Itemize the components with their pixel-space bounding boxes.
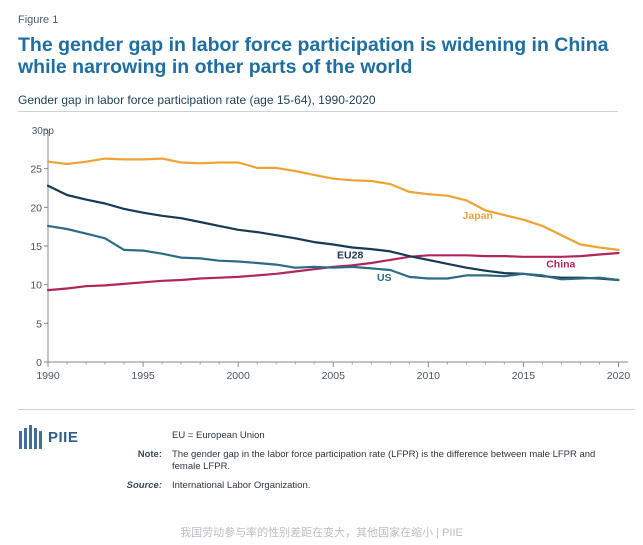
note-label: Note: <box>137 449 162 460</box>
series-label-china: China <box>546 259 575 271</box>
chart-subtitle: Gender gap in labor force participation … <box>18 93 376 107</box>
x-tick-label: 1995 <box>131 370 155 382</box>
y-tick-label: 30pp <box>32 126 55 137</box>
column-logo-icon <box>19 425 42 449</box>
series-label-eu28: EU28 <box>337 249 363 261</box>
source-text: International Labor Organization. <box>172 480 311 491</box>
notes-block: EU = European Union Note: The gender gap… <box>110 430 622 499</box>
figure-label: Figure 1 <box>18 14 59 26</box>
y-tick-label: 25 <box>30 164 42 176</box>
divider-top <box>18 111 618 112</box>
x-tick-label: 2010 <box>417 370 441 382</box>
source-label: Source: <box>126 480 162 491</box>
piie-logo: PIIE <box>18 425 78 449</box>
series-line-japan <box>46 157 620 251</box>
y-tick-label: 5 <box>36 318 42 330</box>
series-line-us <box>46 224 620 282</box>
note-text: The gender gap in the labor force partic… <box>172 449 596 472</box>
x-tick-label: 2015 <box>512 370 536 382</box>
series-label-japan: Japan <box>463 210 493 222</box>
footer-caption: 我国劳动参与率的性别差距在变大，其他国家在缩小 | PIIE <box>180 527 463 539</box>
y-tick-label: 10 <box>30 280 42 292</box>
line-chart: 0 5 10 15 20 25 30pp 1990 1995 2000 2005 2010 2015 20… <box>30 126 631 382</box>
divider-bottom <box>18 409 635 410</box>
logo-text: PIIE <box>48 428 79 446</box>
y-tick-label: 20 <box>30 202 42 214</box>
x-tick-label: 2020 <box>607 370 631 382</box>
series-label-us: US <box>377 272 392 284</box>
x-tick-label: 2000 <box>226 370 250 382</box>
chart-title: The gender gap in labor force participat… <box>18 34 609 78</box>
y-tick-label: 0 <box>36 357 42 369</box>
series-line-china <box>46 251 620 292</box>
x-tick-label: 1990 <box>36 370 60 382</box>
eu-definition: EU = European Union <box>172 430 265 441</box>
x-tick-label: 2005 <box>322 370 346 382</box>
y-tick-label: 15 <box>30 241 42 253</box>
